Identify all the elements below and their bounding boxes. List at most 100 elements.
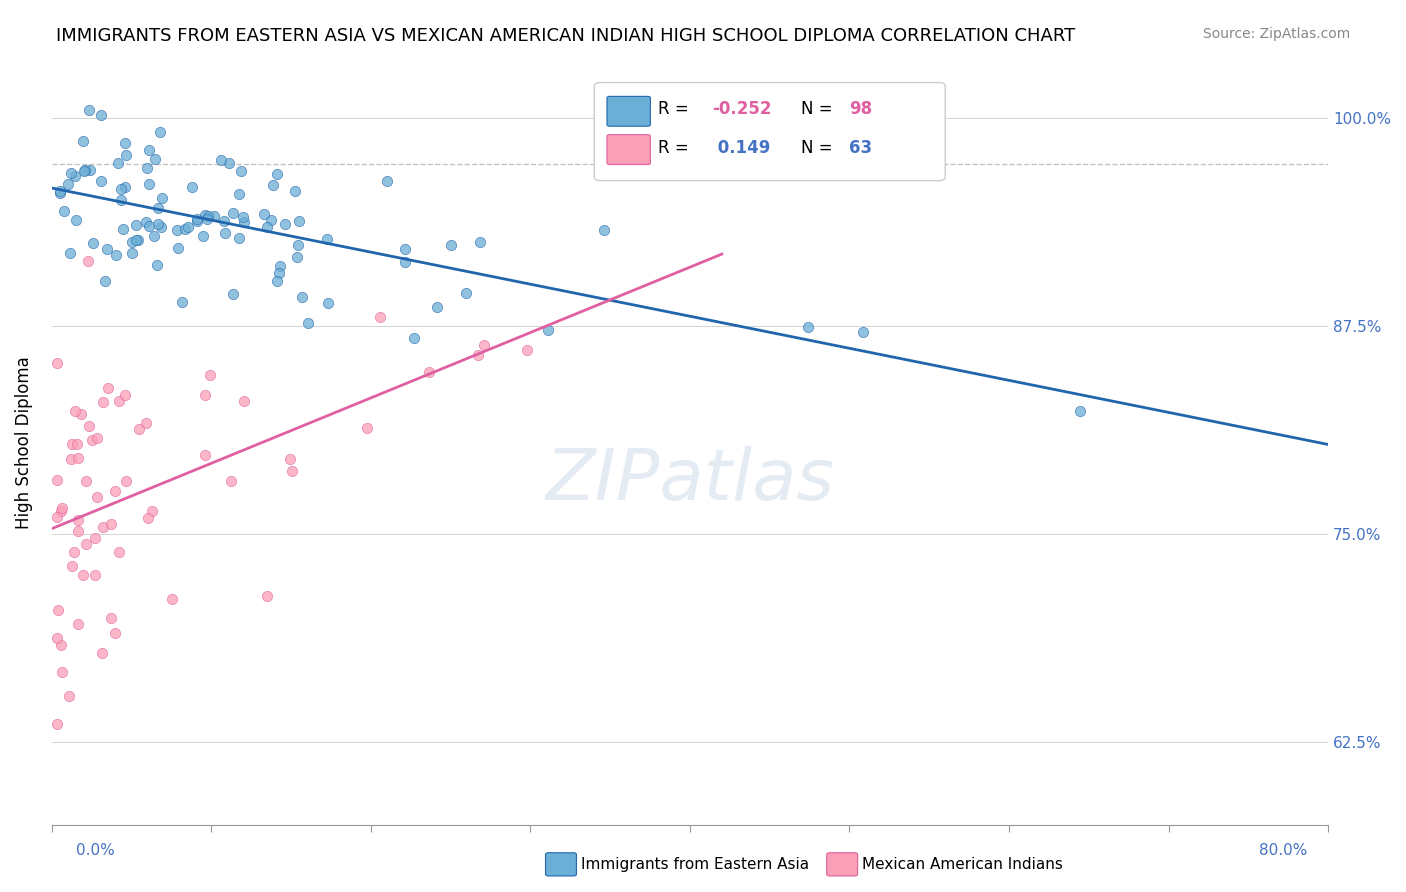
Point — [209, 153, 232, 168]
Point — [194, 388, 217, 402]
Point — [212, 214, 235, 228]
Point — [143, 228, 166, 243]
Point — [197, 210, 219, 224]
Point — [418, 366, 440, 380]
Text: IMMIGRANTS FROM EASTERN ASIA VS MEXICAN AMERICAN INDIAN HIGH SCHOOL DIPLOMA CORR: IMMIGRANTS FROM EASTERN ASIA VS MEXICAN … — [56, 27, 1076, 45]
Point — [80, 433, 103, 447]
Text: ZIPatlas: ZIPatlas — [546, 446, 834, 516]
Point — [79, 163, 101, 178]
Point — [49, 185, 72, 199]
Point — [72, 568, 94, 582]
Point — [49, 503, 72, 517]
Point — [114, 388, 136, 402]
Point — [232, 210, 254, 224]
Text: Mexican American Indians: Mexican American Indians — [862, 857, 1063, 871]
Point — [45, 509, 67, 524]
Point — [60, 558, 83, 573]
Y-axis label: High School Diploma: High School Diploma — [15, 356, 32, 529]
Point — [228, 231, 250, 245]
Point — [456, 285, 478, 300]
Text: N =: N = — [801, 138, 838, 157]
Point — [278, 452, 301, 467]
Point — [91, 646, 114, 660]
Point — [59, 246, 82, 260]
Point — [66, 524, 89, 539]
Point — [84, 567, 107, 582]
Point — [75, 475, 97, 489]
Text: R =: R = — [658, 101, 695, 119]
Point — [262, 178, 284, 193]
Point — [219, 474, 242, 488]
Point — [96, 242, 118, 256]
Point — [516, 343, 538, 358]
Point — [66, 513, 89, 527]
Point — [228, 187, 250, 202]
Point — [252, 206, 274, 220]
Point — [256, 589, 278, 603]
Point — [186, 214, 208, 228]
Point — [233, 214, 256, 228]
Point — [136, 161, 159, 175]
Point — [114, 179, 136, 194]
FancyBboxPatch shape — [607, 96, 651, 127]
Text: N =: N = — [801, 101, 838, 119]
Text: -0.252: -0.252 — [711, 101, 770, 119]
Point — [150, 191, 173, 205]
Point — [115, 475, 138, 489]
Point — [90, 174, 112, 188]
Point — [266, 167, 288, 181]
Point — [52, 203, 75, 218]
Point — [222, 206, 245, 220]
Point — [75, 536, 97, 550]
Point — [100, 516, 122, 531]
Point — [138, 178, 160, 192]
Point — [470, 235, 492, 249]
Text: 80.0%: 80.0% — [1260, 843, 1308, 858]
Point — [149, 220, 172, 235]
Point — [45, 717, 67, 731]
Point — [107, 394, 129, 409]
Point — [65, 213, 87, 227]
Point — [115, 148, 138, 162]
Point — [149, 124, 172, 138]
Point — [146, 258, 169, 272]
Point — [125, 218, 148, 232]
Point — [537, 323, 560, 337]
Point — [194, 448, 217, 462]
Point — [181, 180, 204, 194]
Point — [297, 316, 319, 330]
Point — [274, 217, 297, 231]
Point — [186, 211, 208, 226]
Point — [291, 289, 314, 303]
Point — [103, 626, 125, 640]
Point — [146, 217, 169, 231]
Point — [198, 368, 221, 382]
Text: 63: 63 — [849, 138, 873, 157]
Point — [229, 164, 252, 178]
Point — [60, 436, 83, 450]
Point — [59, 451, 82, 466]
Point — [110, 194, 132, 208]
Point — [138, 219, 160, 233]
Text: Immigrants from Eastern Asia: Immigrants from Eastern Asia — [581, 857, 808, 871]
Point — [167, 241, 190, 255]
Point — [66, 616, 89, 631]
Point — [76, 254, 98, 268]
Point — [45, 631, 67, 645]
Point — [195, 211, 218, 226]
Point — [375, 173, 398, 187]
Point — [160, 592, 183, 607]
Point — [269, 259, 291, 273]
Point — [114, 136, 136, 151]
Point — [287, 214, 309, 228]
Point — [67, 451, 90, 466]
Point — [426, 300, 449, 314]
Point — [90, 108, 112, 122]
Point — [58, 177, 80, 191]
Point — [146, 201, 169, 215]
Point — [112, 222, 135, 236]
Point — [218, 156, 240, 170]
Point — [94, 274, 117, 288]
Point — [91, 395, 114, 409]
Point — [138, 143, 160, 157]
